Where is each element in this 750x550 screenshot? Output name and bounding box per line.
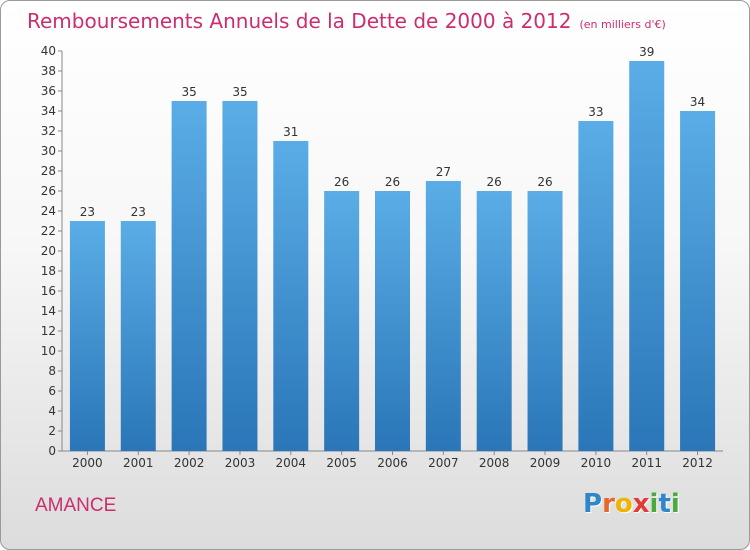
logo-letter: P bbox=[583, 489, 603, 519]
y-tick-label: 4 bbox=[48, 404, 56, 418]
data-label-2002: 35 bbox=[181, 85, 196, 99]
y-tick-label: 34 bbox=[41, 104, 56, 118]
y-tick-label: 40 bbox=[41, 44, 56, 58]
data-label-2005: 26 bbox=[334, 175, 349, 189]
y-tick-label: 6 bbox=[48, 384, 56, 398]
x-tick-label-2007: 2007 bbox=[428, 456, 459, 470]
commune-name: AMANCE bbox=[35, 495, 117, 516]
x-tick-label-2000: 2000 bbox=[72, 456, 103, 470]
chart-title: Remboursements Annuels de la Dette de 20… bbox=[27, 9, 666, 33]
data-label-2001: 23 bbox=[131, 205, 146, 219]
x-tick-label-2001: 2001 bbox=[123, 456, 154, 470]
y-tick-label: 14 bbox=[41, 304, 56, 318]
data-label-2012: 34 bbox=[690, 95, 705, 109]
title-main: Remboursements Annuels de la Dette de 20… bbox=[27, 9, 572, 33]
logo-letter: t bbox=[658, 489, 671, 519]
bar-2010 bbox=[578, 121, 614, 451]
x-tick-label-2011: 2011 bbox=[631, 456, 662, 470]
y-tick-label: 12 bbox=[41, 324, 56, 338]
bar-2004 bbox=[273, 141, 309, 451]
logo-letter: i bbox=[670, 489, 680, 519]
bar-2003 bbox=[222, 101, 258, 451]
bar-2012 bbox=[680, 111, 716, 451]
y-tick-label: 24 bbox=[41, 204, 56, 218]
data-label-2011: 39 bbox=[639, 45, 654, 59]
y-tick-label: 38 bbox=[41, 64, 56, 78]
data-label-2008: 26 bbox=[487, 175, 502, 189]
data-label-2004: 31 bbox=[283, 125, 298, 139]
y-tick-label: 20 bbox=[41, 244, 56, 258]
x-tick-label-2009: 2009 bbox=[530, 456, 561, 470]
y-tick-label: 10 bbox=[41, 344, 56, 358]
y-tick-label: 36 bbox=[41, 84, 56, 98]
bar-2006 bbox=[375, 191, 410, 451]
x-tick-label-2005: 2005 bbox=[326, 456, 357, 470]
data-label-2000: 23 bbox=[80, 205, 95, 219]
bar-2008 bbox=[476, 191, 512, 451]
data-label-2007: 27 bbox=[436, 165, 451, 179]
bar-2000 bbox=[69, 221, 105, 451]
y-tick-label: 30 bbox=[41, 144, 56, 158]
x-tick-label-2006: 2006 bbox=[377, 456, 408, 470]
bar-2002 bbox=[171, 101, 207, 451]
x-tick-label-2002: 2002 bbox=[174, 456, 205, 470]
proxiti-logo: Proxiti bbox=[583, 489, 680, 519]
y-tick-label: 32 bbox=[41, 124, 56, 138]
bar-2005 bbox=[324, 191, 360, 451]
x-tick-label-2012: 2012 bbox=[682, 456, 713, 470]
x-tick-label-2004: 2004 bbox=[276, 456, 307, 470]
y-tick-label: 2 bbox=[48, 424, 56, 438]
logo-letter: x bbox=[632, 489, 650, 519]
logo-letter: i bbox=[649, 489, 659, 519]
x-tick-label-2010: 2010 bbox=[581, 456, 612, 470]
y-tick-label: 18 bbox=[41, 264, 56, 278]
data-label-2006: 26 bbox=[385, 175, 400, 189]
logo-letter: o bbox=[614, 489, 633, 519]
y-tick-label: 0 bbox=[48, 444, 56, 458]
bar-2011 bbox=[629, 61, 665, 451]
y-tick-label: 16 bbox=[41, 284, 56, 298]
y-tick-label: 8 bbox=[48, 364, 56, 378]
y-tick-label: 28 bbox=[41, 164, 56, 178]
x-tick-label-2003: 2003 bbox=[225, 456, 256, 470]
data-label-2003: 35 bbox=[232, 85, 247, 99]
bar-2009 bbox=[527, 191, 563, 451]
title-unit: (en milliers d'€) bbox=[579, 18, 666, 31]
y-tick-label: 26 bbox=[41, 184, 56, 198]
bar-2001 bbox=[120, 221, 156, 451]
y-tick-label: 22 bbox=[41, 224, 56, 238]
bar-2007 bbox=[425, 181, 461, 451]
x-tick-label-2008: 2008 bbox=[479, 456, 510, 470]
data-label-2010: 33 bbox=[588, 105, 603, 119]
data-label-2009: 26 bbox=[537, 175, 552, 189]
logo-letter: r bbox=[602, 489, 615, 519]
